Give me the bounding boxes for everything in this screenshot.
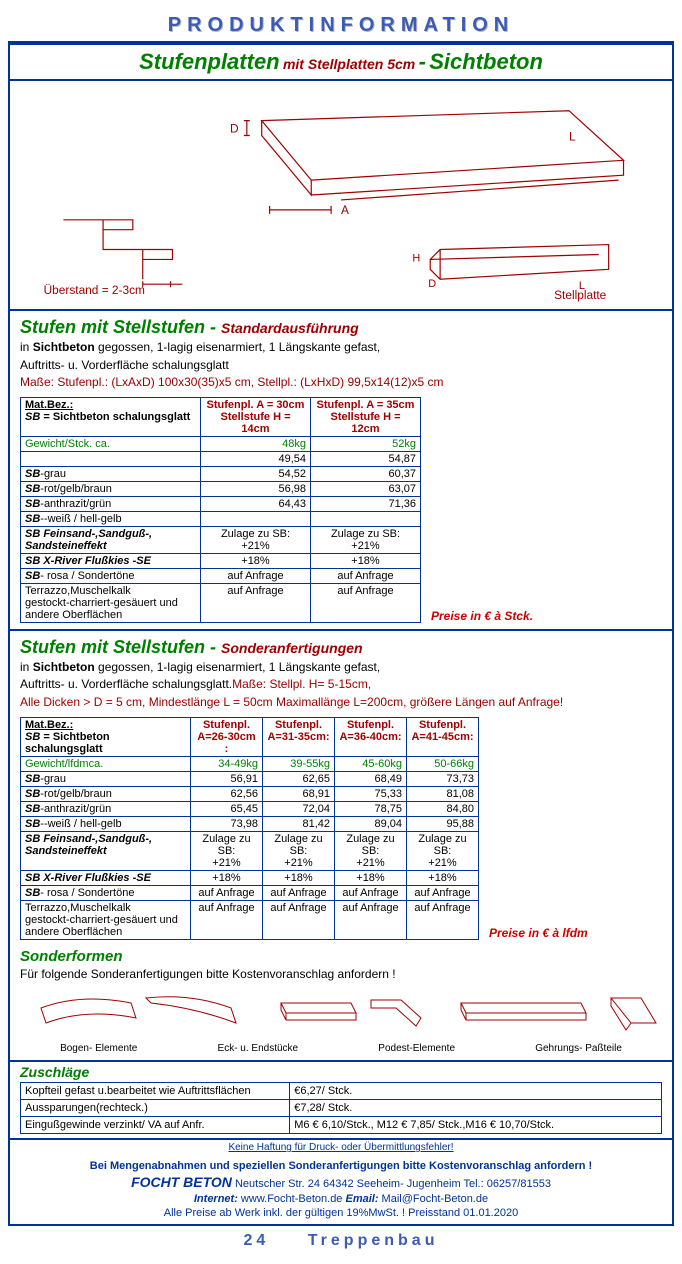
footer-addr: FOCHT BETON Neutscher Str. 24 64342 Seeh… bbox=[14, 1173, 668, 1191]
sonderformen-desc: Für folgende Sonderanfertigungen bitte K… bbox=[20, 967, 662, 983]
price-note-1: Preise in € à Stck. bbox=[431, 609, 533, 623]
title-end: Sichtbeton bbox=[429, 49, 543, 74]
sec2-desc1: in Sichtbeton gegossen, 1-lagig eisenarm… bbox=[20, 660, 662, 676]
svg-text:D: D bbox=[428, 278, 436, 290]
svg-text:Stellplatte: Stellplatte bbox=[554, 288, 607, 302]
sec1-desc1: in Sichtbeton gegossen, 1-lagig eisenarm… bbox=[20, 340, 662, 356]
sec1-desc2: Auftritts- u. Vorderfläche schalungsglat… bbox=[20, 358, 662, 374]
sonderformen-title: Sonderformen bbox=[20, 948, 662, 965]
footer: Bei Mengenabnahmen und speziellen Sonder… bbox=[10, 1155, 672, 1224]
table-sonder: Mat.Bez.:SB = Sichtbeton schalungsglattS… bbox=[20, 717, 479, 940]
page-category: Treppenbau bbox=[308, 1232, 439, 1249]
svg-text:D: D bbox=[230, 122, 239, 136]
sec2-title: Stufen mit Stellstufen - Sonderanfertigu… bbox=[20, 637, 662, 658]
title-main: Stufenplatten bbox=[139, 49, 280, 74]
table-standard: Mat.Bez.:SB = Sichtbeton schalungsglattS… bbox=[20, 397, 421, 623]
table-zuschlag: Kopfteil gefast u.bearbeitet wie Auftrit… bbox=[20, 1082, 662, 1134]
sonderformen-shapes bbox=[20, 988, 662, 1041]
section-zuschlag: Zuschläge Kopfteil gefast u.bearbeitet w… bbox=[10, 1062, 672, 1140]
shape-labels: Bogen- Elemente Eck- u. Endstücke Podest… bbox=[20, 1043, 662, 1054]
sec2-desc3: Alle Dicken > D = 5 cm, Mindestlänge L =… bbox=[20, 695, 662, 711]
title-dash: - bbox=[419, 49, 426, 74]
sec2-desc2: Auftritts- u. Vorderfläche schalungsglat… bbox=[20, 677, 662, 693]
page-number: 24 bbox=[244, 1232, 270, 1249]
footer-l4: Alle Preise ab Werk inkl. der gültigen 1… bbox=[14, 1206, 668, 1220]
page-header: PRODUKTINFORMATION bbox=[8, 8, 674, 41]
footer-contact: Internet: www.Focht-Beton.de Email: Mail… bbox=[14, 1192, 668, 1206]
section-standard: Stufen mit Stellstufen - Standardausführ… bbox=[10, 311, 672, 631]
svg-text:L: L bbox=[569, 129, 576, 143]
disclaimer: Keine Haftung für Druck- oder Übermittlu… bbox=[10, 1140, 672, 1155]
price-note-2: Preise in € à lfdm bbox=[489, 926, 588, 940]
sec1-masse: Maße: Stufenpl.: (LxAxD) 100x30(35)x5 cm… bbox=[20, 375, 662, 391]
page-frame: Stufenplatten mit Stellplatten 5cm - Sic… bbox=[8, 41, 674, 1226]
svg-text:Überstand = 2-3cm: Überstand = 2-3cm bbox=[44, 283, 145, 297]
title-mid: mit Stellplatten 5cm bbox=[283, 56, 415, 72]
technical-drawing: D A L Überstand = 2-3cm H bbox=[10, 81, 672, 311]
section-sonder: Stufen mit Stellstufen - Sonderanfertigu… bbox=[10, 631, 672, 1062]
page-footer: 24 Treppenbau bbox=[8, 1226, 674, 1256]
svg-text:H: H bbox=[412, 252, 420, 264]
footer-l1: Bei Mengenabnahmen und speziellen Sonder… bbox=[14, 1159, 668, 1173]
zuschlag-title: Zuschläge bbox=[10, 1062, 672, 1082]
sec1-title: Stufen mit Stellstufen - Standardausführ… bbox=[20, 317, 662, 338]
product-title: Stufenplatten mit Stellplatten 5cm - Sic… bbox=[10, 43, 672, 81]
svg-text:A: A bbox=[341, 203, 349, 217]
